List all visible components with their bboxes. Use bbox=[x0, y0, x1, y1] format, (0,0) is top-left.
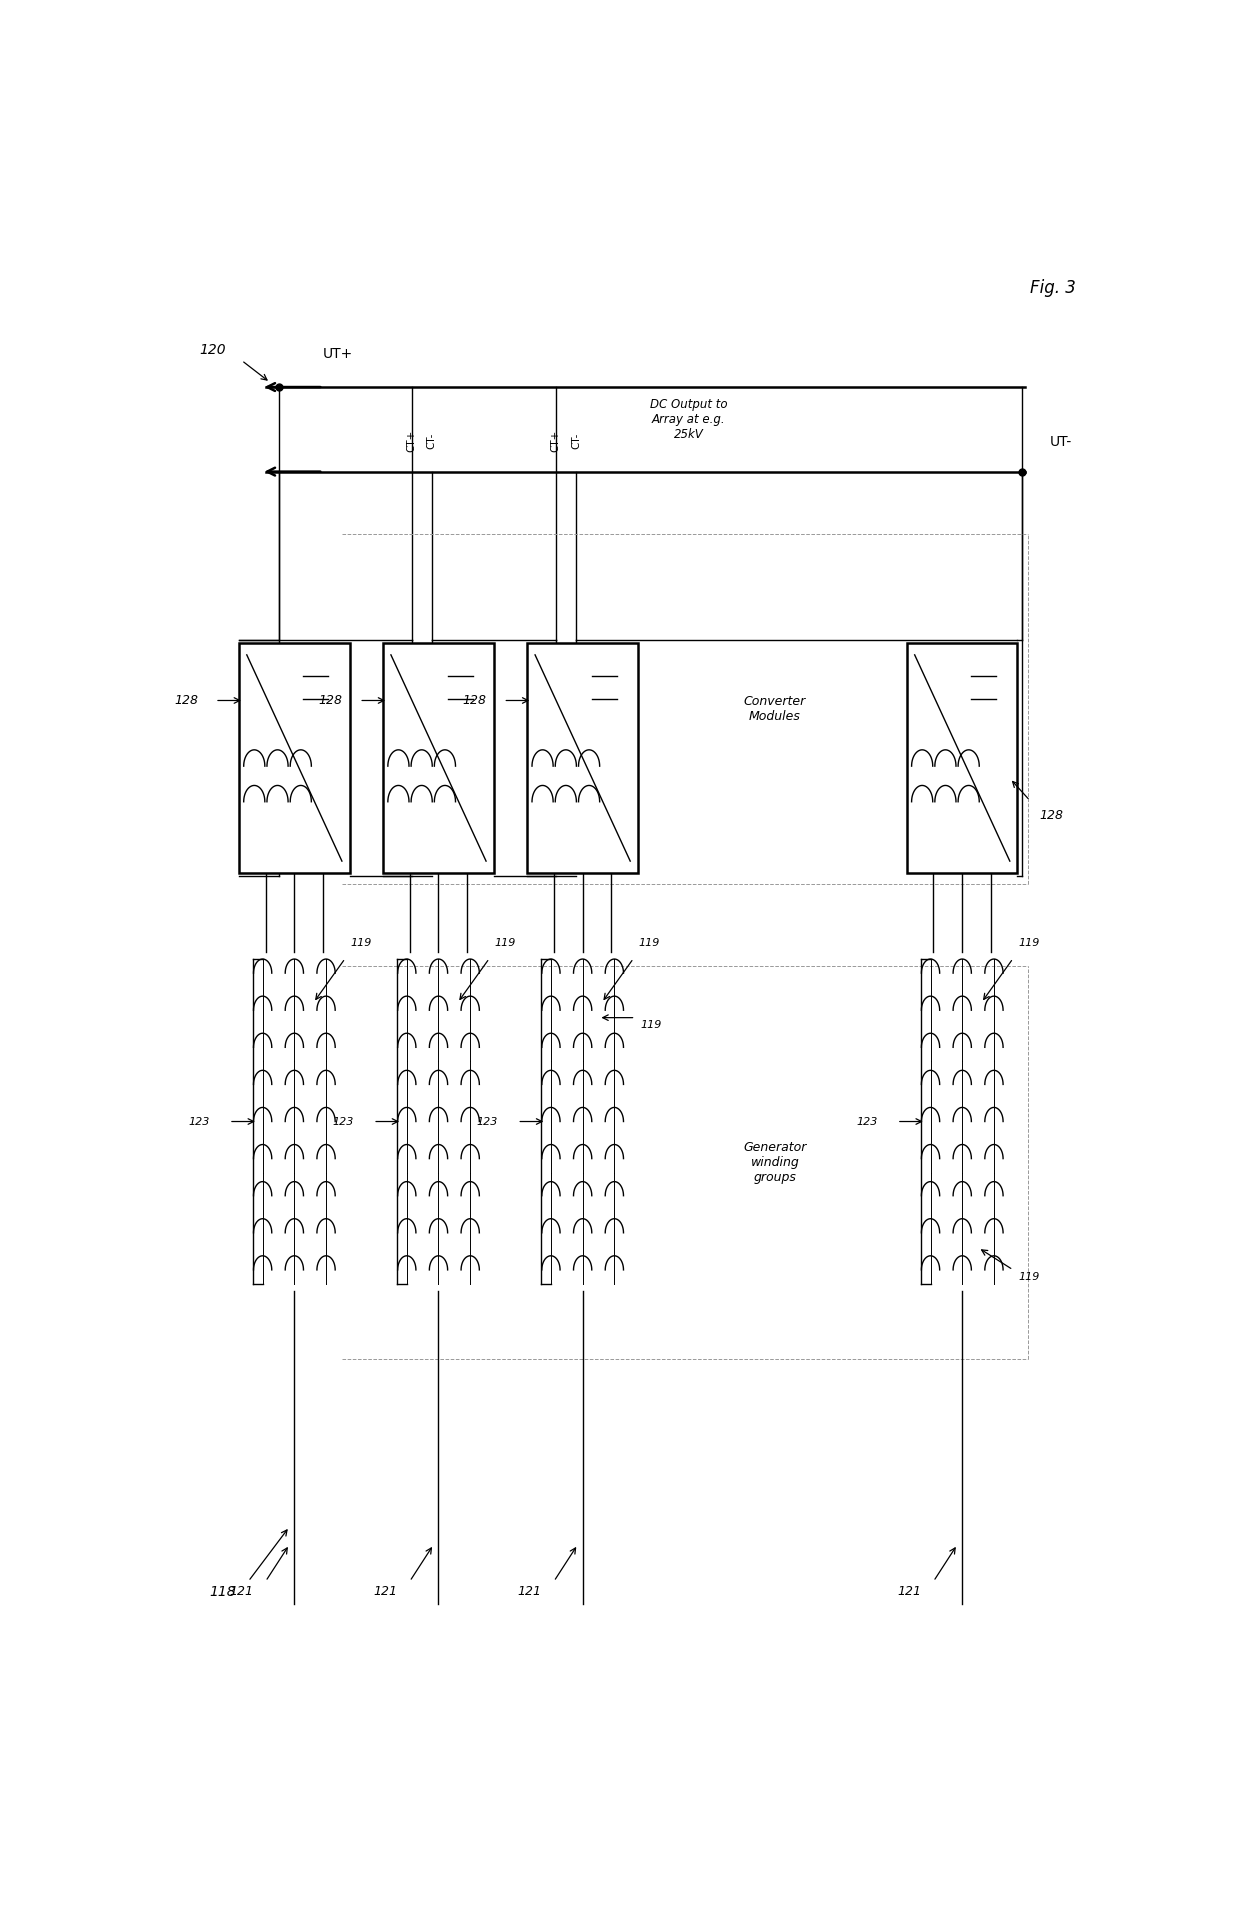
Text: 119: 119 bbox=[639, 938, 660, 948]
Text: 121: 121 bbox=[229, 1586, 253, 1597]
Text: Fig. 3: Fig. 3 bbox=[1029, 279, 1075, 297]
Text: UT+: UT+ bbox=[322, 347, 352, 362]
Text: 119: 119 bbox=[1018, 1272, 1039, 1281]
Text: 119: 119 bbox=[350, 938, 372, 948]
Text: CT-: CT- bbox=[427, 432, 436, 449]
Bar bbox=[239, 644, 350, 873]
Text: Converter
Modules: Converter Modules bbox=[744, 696, 806, 723]
Bar bbox=[527, 644, 637, 873]
Text: 128: 128 bbox=[1039, 809, 1063, 823]
Text: 119: 119 bbox=[495, 938, 516, 948]
Bar bbox=[383, 644, 494, 873]
Text: CT+: CT+ bbox=[407, 430, 417, 451]
Text: 123: 123 bbox=[476, 1116, 498, 1127]
Text: 121: 121 bbox=[373, 1586, 398, 1597]
Text: 120: 120 bbox=[200, 343, 226, 356]
Bar bbox=[906, 644, 1018, 873]
Text: 123: 123 bbox=[857, 1116, 878, 1127]
Text: 119: 119 bbox=[1018, 938, 1039, 948]
Text: 128: 128 bbox=[319, 694, 342, 707]
Text: DC Output to
Array at e.g.
25kV: DC Output to Array at e.g. 25kV bbox=[650, 399, 727, 441]
Text: Generator
winding
groups: Generator winding groups bbox=[743, 1141, 806, 1183]
Text: 121: 121 bbox=[518, 1586, 542, 1597]
Text: 128: 128 bbox=[463, 694, 486, 707]
Text: CT-: CT- bbox=[570, 432, 580, 449]
Text: CT+: CT+ bbox=[551, 430, 560, 451]
Text: 123: 123 bbox=[188, 1116, 210, 1127]
Text: 128: 128 bbox=[175, 694, 198, 707]
Text: 121: 121 bbox=[898, 1586, 921, 1597]
Text: 118: 118 bbox=[210, 1584, 236, 1599]
Text: 119: 119 bbox=[640, 1019, 662, 1031]
Text: UT-: UT- bbox=[1050, 436, 1073, 449]
Text: 123: 123 bbox=[332, 1116, 353, 1127]
